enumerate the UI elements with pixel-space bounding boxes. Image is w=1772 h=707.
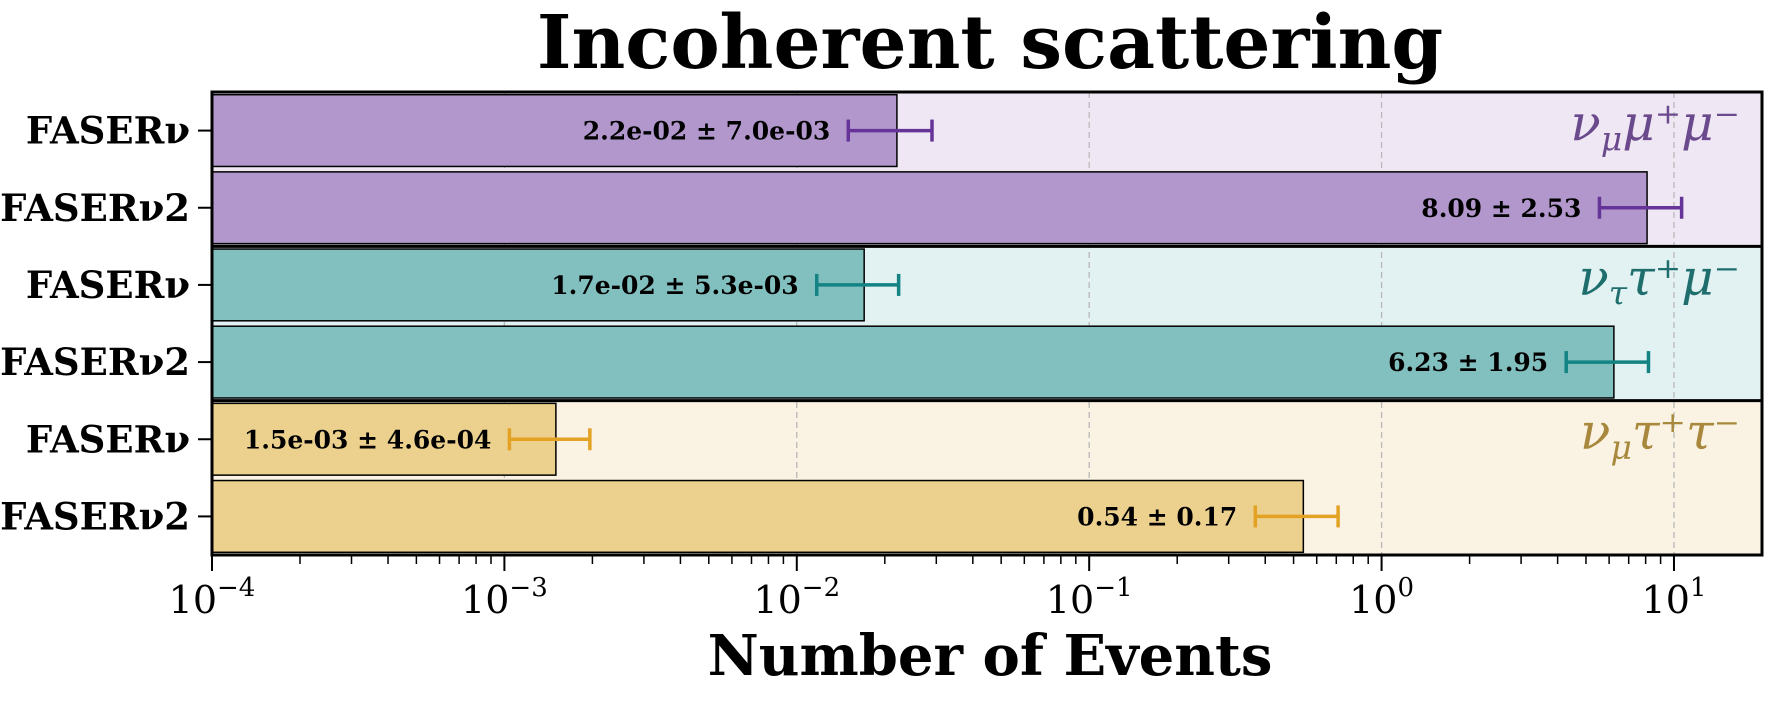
detector-label-3-1: FASERν <box>26 417 190 461</box>
bar-3-1 <box>211 402 557 476</box>
channel-label-3: νμτ⁺τ⁻ <box>1580 403 1740 467</box>
x-tick-label-1: 10−4 <box>169 573 256 622</box>
x-tick-label-3: 10−2 <box>753 573 840 622</box>
value-label-3-2: 0.54 ± 0.17 <box>1077 502 1237 531</box>
plot-frame <box>210 90 1764 557</box>
bar-3-2 <box>211 479 1305 554</box>
bar-1-1 <box>211 93 898 168</box>
error-bar-3-1 <box>507 428 592 451</box>
value-label-1-2: 8.09 ± 2.53 <box>1421 194 1581 223</box>
detector-label-1-1: FASERν <box>26 109 190 153</box>
value-label-2-2: 6.23 ± 1.95 <box>1388 348 1548 377</box>
value-label-2-1: 1.7e-02 ± 5.3e-03 <box>551 271 799 300</box>
x-tick-label-6: 101 <box>1642 573 1707 622</box>
detector-label-3-2: FASERν2 <box>0 494 190 538</box>
value-label-3-1: 1.5e-03 ± 4.6e-04 <box>244 425 492 454</box>
detector-label-2-1: FASERν <box>26 263 190 307</box>
error-bar-2-2 <box>1564 351 1651 374</box>
error-bar-1-1 <box>846 119 934 142</box>
channel-label-1: νμμ⁺μ⁻ <box>1570 94 1740 158</box>
detector-label-1-2: FASERν2 <box>0 186 190 230</box>
error-bar-2-1 <box>814 273 901 296</box>
x-tick-label-2: 10−3 <box>461 573 548 622</box>
detector-label-2-2: FASERν2 <box>0 340 190 384</box>
plot-area: 2.2e-02 ± 7.0e-03 FASERν 8.09 ± 2.53 FASERν… <box>0 90 1764 622</box>
bar-2-2 <box>211 325 1615 399</box>
chart-title: Incoherent scattering <box>537 0 1443 86</box>
x-tick-label-4: 10−1 <box>1046 573 1133 622</box>
value-label-1-1: 2.2e-02 ± 7.0e-03 <box>583 117 831 146</box>
channel-label-2: νττ⁺μ⁻ <box>1578 248 1740 312</box>
bar-2-1 <box>211 248 865 322</box>
bar-1-2 <box>211 171 1648 245</box>
error-bar-1-2 <box>1597 196 1684 219</box>
x-axis-label: Number of Events <box>708 623 1273 689</box>
error-bar-3-2 <box>1253 505 1340 528</box>
x-tick-label-5: 100 <box>1349 573 1414 622</box>
